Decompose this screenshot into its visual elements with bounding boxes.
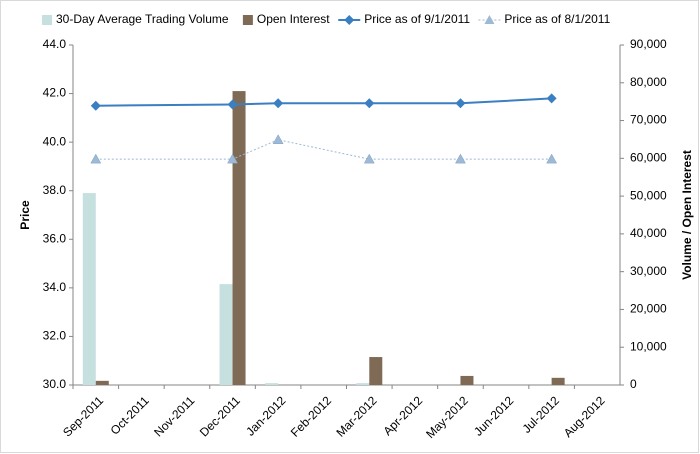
y2-tick-label: 0 [630, 377, 637, 391]
bar [460, 375, 474, 385]
y-tick-label: 30.0 [43, 377, 67, 391]
marker [455, 98, 466, 109]
marker [227, 153, 238, 164]
bar [95, 380, 109, 385]
y-tick-label: 36.0 [43, 231, 67, 245]
marker [455, 153, 466, 164]
legend-label: Open Interest [257, 12, 330, 26]
legend-label: 30-Day Average Trading Volume [56, 12, 229, 26]
y2-tick-label: 50,000 [630, 188, 667, 202]
y2-tick-label: 90,000 [630, 37, 667, 51]
y-tick-label: 44.0 [43, 37, 67, 51]
marker [364, 98, 375, 109]
marker [546, 93, 557, 104]
line [95, 139, 552, 160]
line [95, 97, 552, 107]
bar [265, 383, 279, 385]
y2-tick-label: 20,000 [630, 302, 667, 316]
marker [272, 134, 284, 144]
marker [273, 98, 284, 109]
y-axis-label: Price [18, 200, 32, 230]
legend-label: Price as of 9/1/2011 [364, 12, 470, 26]
y2-axis-label: Volume / Open Interest [680, 150, 694, 280]
bar [356, 383, 370, 385]
y2-tick-label: 70,000 [630, 113, 667, 127]
y-tick-label: 34.0 [43, 280, 67, 294]
marker [90, 153, 102, 164]
legend-marker [344, 15, 355, 25]
y2-tick-label: 10,000 [630, 339, 667, 353]
y-tick-label: 38.0 [43, 183, 67, 197]
legend-swatch [42, 15, 52, 25]
y-tick-label: 32.0 [43, 329, 67, 343]
legend-marker [484, 15, 495, 24]
y2-tick-label: 60,000 [630, 151, 667, 165]
marker [90, 100, 101, 111]
bar [219, 284, 233, 385]
bar [369, 357, 383, 385]
y-tick-label: 42.0 [43, 86, 67, 100]
y-tick-label: 40.0 [43, 134, 67, 148]
marker [227, 99, 238, 110]
y2-tick-label: 30,000 [630, 264, 667, 278]
y2-tick-label: 40,000 [630, 226, 667, 240]
marker [546, 153, 558, 164]
bar [82, 193, 96, 385]
marker [363, 153, 375, 164]
y2-tick-label: 80,000 [630, 75, 667, 89]
legend-swatch [242, 15, 253, 25]
bar [551, 377, 565, 385]
bar [232, 91, 246, 385]
legend-label: Price as of 8/1/2011 [504, 12, 610, 26]
